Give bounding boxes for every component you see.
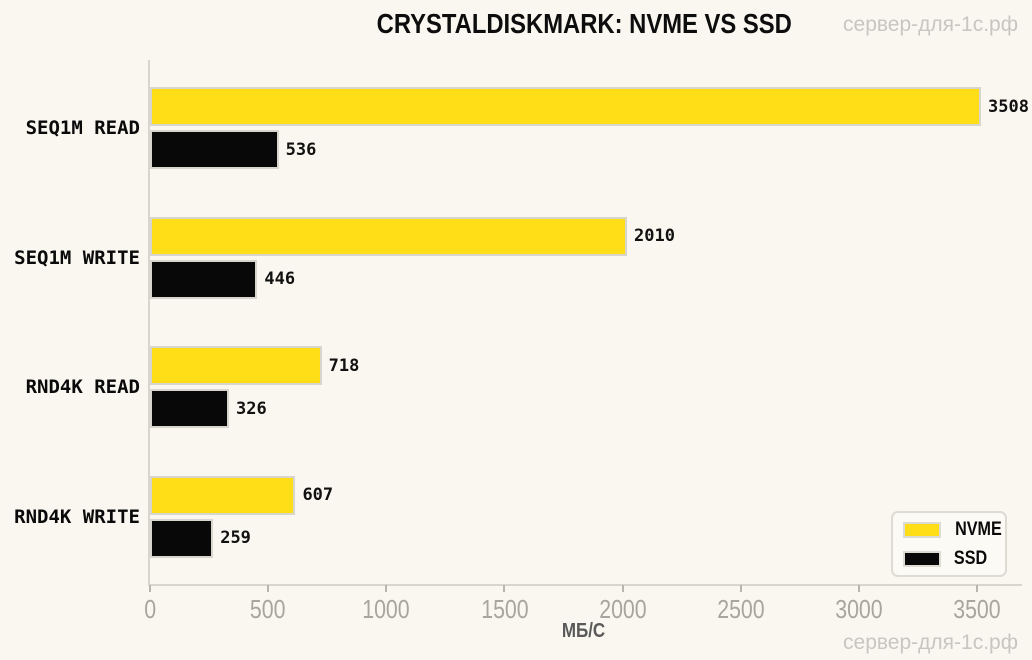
watermark-top: сервер-для-1с.рф: [843, 13, 1018, 36]
x-tick-mark: [267, 585, 270, 592]
bar-value-label: 326: [236, 398, 267, 419]
bar-value-label: 446: [264, 269, 296, 289]
x-axis-label-text: МБ/С: [562, 620, 606, 642]
bar-value-label: 2010: [633, 226, 675, 246]
x-tick-label: 1000: [341, 594, 431, 625]
x-tick-label-text: 1500: [480, 594, 529, 624]
ssd-bar: [150, 259, 258, 299]
x-tick-label-text: 500: [250, 594, 286, 624]
x-tick-label: 500: [223, 594, 313, 625]
ssd-bar: [150, 518, 214, 558]
x-tick-mark: [621, 585, 624, 592]
bar-value-label: 718: [328, 355, 360, 376]
nvme-bar: [150, 216, 627, 256]
chart-title: CRYSTALDISKMARK: NVME VS SSD: [148, 8, 1020, 44]
nvme-bar: [150, 346, 322, 385]
bar-value-label: 607: [302, 485, 334, 505]
legend-row-nvme: NVME: [903, 519, 1002, 541]
chart-title-text: CRYSTALDISKMARK: NVME VS SSD: [376, 8, 792, 39]
plot-area: SEQ1M READ 3508 536 SEQ1M WRITE 2010 446 RND4K…: [14, 60, 1029, 624]
x-tick-label: 1500: [459, 594, 549, 625]
watermark-bottom: сервер-для-1с.рф: [843, 631, 1018, 654]
category-label: RND4K READ: [25, 376, 140, 398]
legend-label-ssd-text: SSD: [953, 547, 988, 569]
nvme-bar: [150, 475, 296, 515]
x-tick-label: 3000: [814, 594, 904, 625]
legend-label-nvme-text: NVME: [955, 518, 1002, 540]
legend-label-nvme: NVME: [951, 519, 1006, 541]
legend: NVME SSD: [891, 511, 1007, 577]
x-tick-mark: [739, 585, 742, 592]
x-tick-label-text: 0: [144, 594, 156, 624]
x-tick-label: 2000: [578, 594, 668, 625]
x-tick-mark: [976, 585, 979, 592]
bar-value-label: 3508: [987, 96, 1029, 117]
ssd-color-swatch: [903, 550, 941, 567]
x-tick-label: 2500: [696, 594, 786, 625]
legend-row-ssd: SSD: [903, 548, 995, 570]
x-tick-label-text: 3000: [835, 594, 883, 624]
x-tick-label-text: 3500: [953, 594, 1001, 624]
x-tick-label-text: 2500: [717, 594, 765, 624]
x-tick-mark: [503, 585, 506, 592]
bar-value-label: 259: [220, 528, 251, 548]
category-label: SEQ1M READ: [25, 117, 140, 139]
x-tick-label: 3500: [932, 594, 1022, 625]
category-label: RND4K WRITE: [14, 505, 140, 528]
ssd-bar: [150, 389, 230, 428]
category-label: SEQ1M WRITE: [14, 246, 140, 269]
legend-label-ssd: SSD: [951, 548, 990, 570]
x-tick-label-text: 2000: [598, 594, 647, 624]
x-tick-label: 0: [105, 594, 195, 625]
nvme-color-swatch: [903, 521, 941, 538]
x-tick-mark: [385, 585, 388, 592]
bar-value-label: 536: [285, 139, 317, 160]
x-tick-label-text: 1000: [362, 594, 411, 624]
x-tick-mark: [857, 585, 860, 592]
nvme-bar: [150, 87, 981, 126]
x-tick-mark: [149, 585, 151, 592]
x-axis-label: МБ/С: [148, 620, 1020, 643]
ssd-bar: [150, 130, 279, 169]
